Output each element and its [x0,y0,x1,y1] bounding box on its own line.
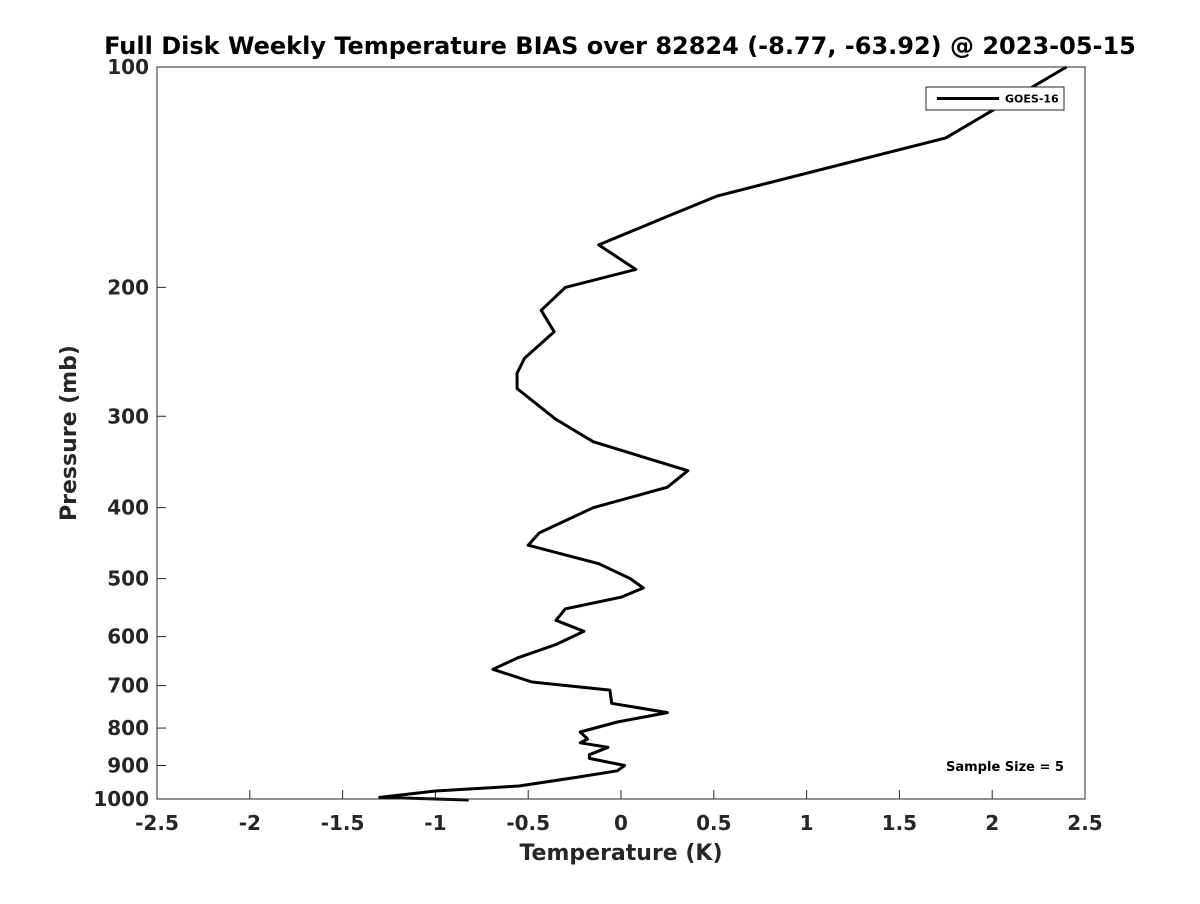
x-tick-label: 1 [800,811,814,835]
y-axis: 100 200 300 400 500 600 700 800 900 1000 [93,55,166,811]
y-tick-label: 700 [107,674,149,698]
y-axis-label: Pressure (mb) [57,345,82,521]
x-tick-label: 0 [614,811,628,835]
x-tick-label: -1 [424,811,446,835]
x-tick-label: 2.5 [1067,811,1102,835]
x-axis: -2.5 -2 -1.5 -1 -0.5 0 0.5 1 1.5 2 2.5 [135,790,1103,835]
y-tick-label: 600 [107,625,149,649]
y-tick-label: 500 [107,567,149,591]
x-tick-label: -2 [239,811,261,835]
y-tick-label: 200 [107,275,149,299]
chart-title: Full Disk Weekly Temperature BIAS over 8… [104,32,1136,60]
x-tick-label: 2 [985,811,999,835]
x-tick-label: 1.5 [882,811,917,835]
x-tick-label: -2.5 [135,811,179,835]
x-tick-label: 0.5 [696,811,731,835]
y-tick-label: 900 [107,754,149,778]
x-axis-label: Temperature (K) [519,841,722,866]
legend: GOES-16 [925,86,1065,111]
y-tick-label: 100 [107,55,149,79]
series-line-goes-16 [378,65,1068,802]
y-tick-label: 1000 [93,787,149,811]
y-tick-label: 800 [107,716,149,740]
y-tick-label: 400 [107,496,149,520]
x-tick-label: -0.5 [506,811,550,835]
plot-frame [156,66,1086,800]
y-tick-label: 300 [107,404,149,428]
sample-size-annotation: Sample Size = 5 [946,760,1064,775]
x-tick-label: -1.5 [321,811,365,835]
legend-label: GOES-16 [1005,93,1059,106]
